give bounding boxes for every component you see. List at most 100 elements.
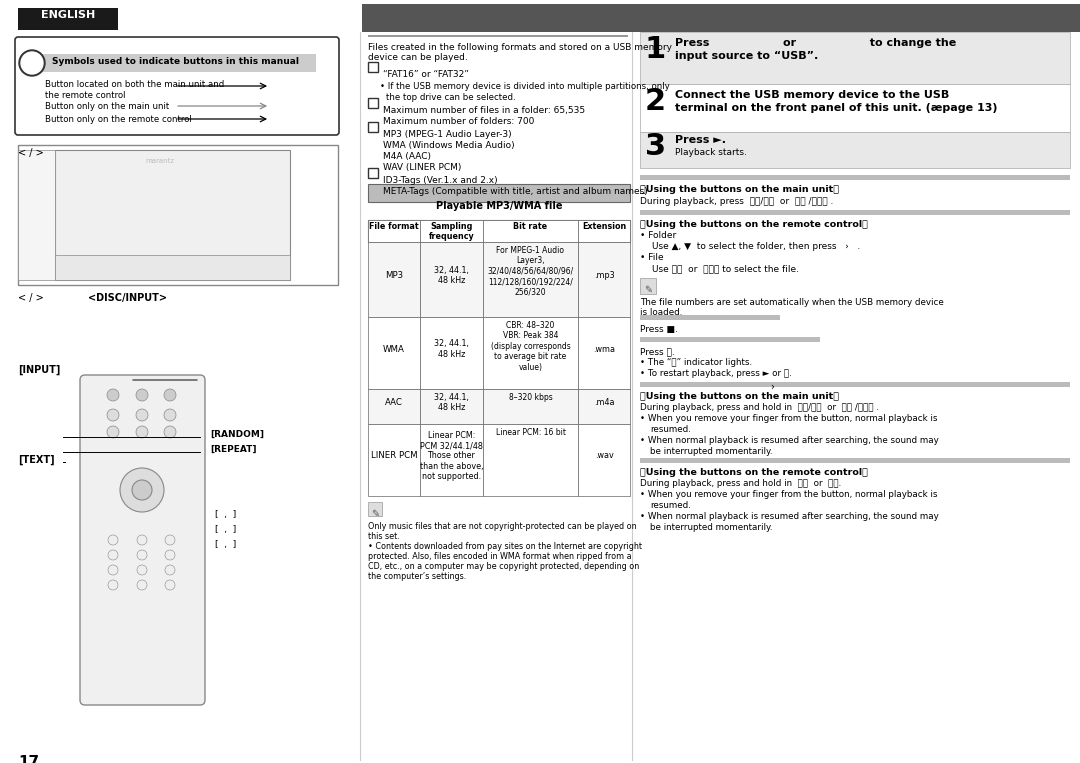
Text: • Contents downloaded from pay sites on the Internet are copyright: • Contents downloaded from pay sites on … [368, 542, 642, 551]
Text: be interrupted momentarily.: be interrupted momentarily. [650, 447, 772, 456]
Text: .wma: .wma [593, 345, 615, 353]
FancyBboxPatch shape [80, 375, 205, 705]
Circle shape [107, 389, 119, 401]
Bar [368, 502, 382, 516]
Text: .mp3: .mp3 [594, 271, 615, 280]
Circle shape [165, 580, 175, 590]
Text: 8–320 kbps: 8–320 kbps [509, 393, 552, 402]
Bar [420, 424, 483, 496]
Text: Maximum number of folders: 700: Maximum number of folders: 700 [383, 117, 535, 126]
Circle shape [107, 426, 119, 438]
Text: ›: › [770, 382, 774, 392]
Text: .wav: .wav [595, 452, 613, 461]
Bar [483, 220, 578, 242]
Text: [REPEAT]: [REPEAT] [210, 445, 257, 454]
Circle shape [136, 426, 148, 438]
Text: the remote control: the remote control [45, 91, 125, 100]
Text: Bit rate: Bit rate [513, 222, 548, 231]
Text: 【Using the buttons on the remote control】: 【Using the buttons on the remote control… [640, 220, 868, 229]
Bar [18, 145, 338, 285]
Text: Use ▲, ▼  to select the folder, then press   ›   .: Use ▲, ▼ to select the folder, then pres… [652, 242, 861, 251]
Text: .m4a: .m4a [594, 398, 615, 407]
Text: • When normal playback is resumed after searching, the sound may: • When normal playback is resumed after … [640, 512, 939, 521]
Text: 3: 3 [645, 132, 666, 161]
Circle shape [19, 50, 45, 76]
Text: WMA (Windows Media Audio): WMA (Windows Media Audio) [383, 141, 515, 150]
Circle shape [136, 389, 148, 401]
Text: 17: 17 [18, 755, 39, 763]
Text: LINER PCM: LINER PCM [370, 452, 417, 461]
Text: WAV (LINER PCM): WAV (LINER PCM) [383, 163, 461, 172]
Text: <DISC/INPUT>: <DISC/INPUT> [87, 293, 167, 303]
Circle shape [120, 468, 164, 512]
Bar [640, 315, 780, 320]
Text: During playback, press and hold in  ⏮⏮/⏮⏮  or  ⏭⏭ /⏭⏭⏭ .: During playback, press and hold in ⏮⏮/⏮⏮… [640, 403, 879, 412]
Text: Press ►.: Press ►. [675, 135, 726, 145]
Bar [368, 62, 378, 72]
Text: Press ⏸.: Press ⏸. [640, 347, 675, 356]
Text: Use ⏮⏮  or  ⏭⏭⏭ to select the file.: Use ⏮⏮ or ⏭⏭⏭ to select the file. [652, 264, 799, 273]
Bar [640, 458, 1070, 463]
Text: META-Tags (Compatible with title, artist and album names): META-Tags (Compatible with title, artist… [383, 187, 648, 196]
Text: Only music files that are not copyright-protected can be played on: Only music files that are not copyright-… [368, 522, 636, 531]
Text: CD, etc., on a computer may be copyright protected, depending on: CD, etc., on a computer may be copyright… [368, 562, 639, 571]
Circle shape [137, 580, 147, 590]
Bar [18, 150, 55, 280]
Bar [420, 242, 483, 317]
Text: ID3-Tags (Ver.1.x and 2.x): ID3-Tags (Ver.1.x and 2.x) [383, 176, 498, 185]
Text: < / >: < / > [18, 293, 44, 303]
FancyBboxPatch shape [15, 37, 339, 135]
Circle shape [107, 409, 119, 421]
Text: this set.: this set. [368, 532, 400, 541]
Text: [  ,  ]: [ , ] [215, 510, 237, 519]
Bar [578, 242, 630, 317]
Text: protected. Also, files encoded in WMA format when ripped from a: protected. Also, files encoded in WMA fo… [368, 552, 632, 561]
Text: 32, 44.1,
48 kHz: 32, 44.1, 48 kHz [434, 340, 469, 359]
Bar [368, 98, 378, 108]
Circle shape [137, 550, 147, 560]
Bar [640, 84, 1070, 132]
Bar [368, 168, 378, 178]
Bar [55, 150, 291, 280]
Circle shape [164, 389, 176, 401]
Text: terminal on the front panel of this unit. (æpage 13): terminal on the front panel of this unit… [675, 103, 998, 113]
Text: M4A (AAC): M4A (AAC) [383, 152, 431, 161]
Text: “FAT16” or “FAT32”: “FAT16” or “FAT32” [383, 70, 469, 79]
Text: Sampling
frequency: Sampling frequency [429, 222, 474, 241]
Text: marantz: marantz [146, 158, 175, 164]
Circle shape [165, 565, 175, 575]
Text: Extension: Extension [582, 222, 626, 231]
Text: Press                   or                   to change the: Press or to change the [675, 38, 956, 48]
Bar [578, 317, 630, 389]
Text: 2: 2 [645, 87, 666, 116]
Text: Button located on both the main unit and: Button located on both the main unit and [45, 80, 225, 89]
Text: WMA: WMA [383, 345, 405, 353]
Text: During playback, press  ⏮⏮/⏮⏮  or  ⏭⏭ /⏭⏭⏭ .: During playback, press ⏮⏮/⏮⏮ or ⏭⏭ /⏭⏭⏭ … [640, 197, 834, 206]
Text: Files created in the following formats and stored on a USB memory
device can be : Files created in the following formats a… [368, 43, 672, 63]
Bar [420, 220, 483, 242]
Text: Press ■.: Press ■. [640, 325, 678, 334]
Text: [INPUT]: [INPUT] [18, 365, 60, 375]
Text: Playback starts.: Playback starts. [675, 148, 747, 157]
Bar [640, 32, 1070, 84]
Bar [368, 220, 630, 242]
Bar [420, 317, 483, 389]
Circle shape [108, 565, 118, 575]
Text: [  ,  ]: [ , ] [215, 525, 237, 534]
Bar [483, 424, 578, 496]
Text: • When you remove your finger from the button, normal playback is: • When you remove your finger from the b… [640, 414, 937, 423]
Text: • If the USB memory device is divided into multiple partitions, only: • If the USB memory device is divided in… [380, 82, 670, 91]
Text: • The “⏸” indicator lights.: • The “⏸” indicator lights. [640, 358, 752, 367]
Text: ✎: ✎ [644, 285, 652, 295]
Bar [368, 424, 420, 496]
Text: • When you remove your finger from the button, normal playback is: • When you remove your finger from the b… [640, 490, 937, 499]
Text: [RANDOM]: [RANDOM] [210, 430, 264, 439]
Bar [368, 184, 630, 202]
Text: Playable MP3/WMA file: Playable MP3/WMA file [435, 201, 563, 211]
Text: For MPEG-1 Audio
Layer3,
32/40/48/56/64/80/96/
112/128/160/192/224/
256/320: For MPEG-1 Audio Layer3, 32/40/48/56/64/… [487, 246, 573, 297]
Bar [578, 424, 630, 496]
Bar [368, 389, 420, 424]
Bar [55, 255, 291, 280]
Text: During playback, press and hold in  ⏮⏮  or  ⏭⏭.: During playback, press and hold in ⏮⏮ or… [640, 479, 841, 488]
Bar [362, 4, 1080, 32]
